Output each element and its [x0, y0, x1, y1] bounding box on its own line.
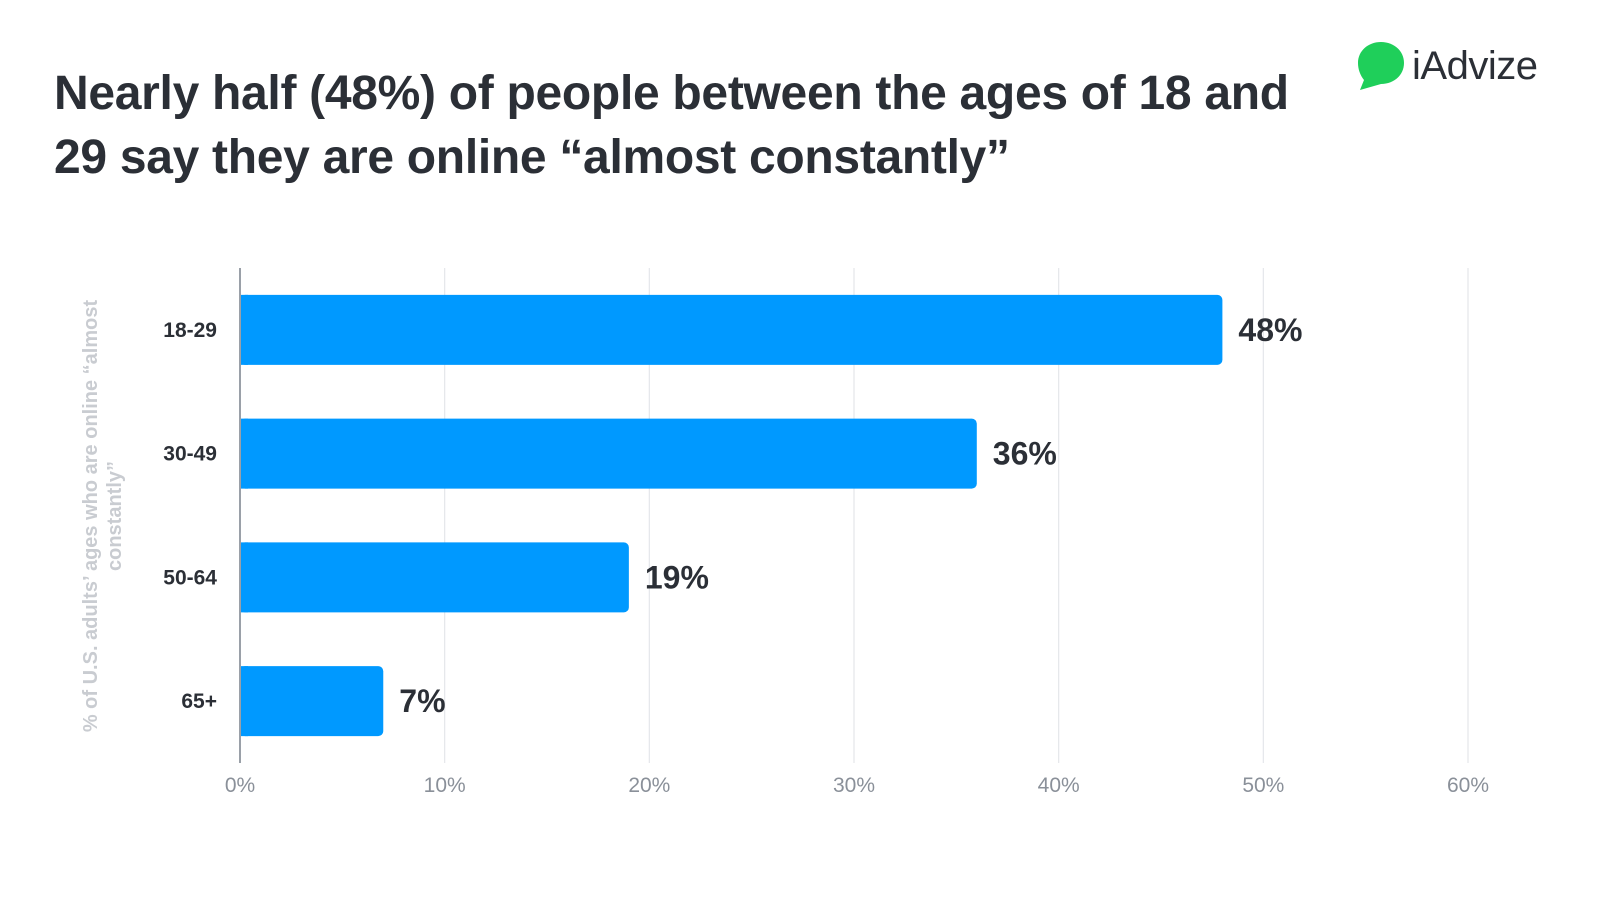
data-label: 36%: [993, 436, 1057, 472]
category-label: 50-64: [163, 566, 217, 589]
bar-left-edge: [240, 294, 248, 365]
data-label: 48%: [1238, 312, 1302, 348]
x-tick-label: 30%: [833, 774, 875, 797]
category-label: 18-29: [163, 319, 217, 342]
bar-left-edge: [240, 542, 248, 613]
data-label: 19%: [645, 559, 709, 595]
x-tick-label: 50%: [1242, 774, 1284, 797]
category-label: 65+: [181, 690, 217, 713]
x-tick-label: 40%: [1038, 774, 1080, 797]
brand-logo: iAdvize: [1356, 36, 1538, 96]
bar: [240, 418, 977, 489]
x-tick-label: 0%: [225, 774, 255, 797]
chart-title: Nearly half (48%) of people between the …: [54, 67, 1289, 184]
x-tick-label: 60%: [1447, 774, 1489, 797]
logo-wordmark: iAdvize: [1412, 43, 1538, 88]
bar: [240, 542, 629, 613]
category-label: 30-49: [163, 443, 217, 466]
x-tick-label: 10%: [424, 774, 466, 797]
bar: [240, 666, 384, 737]
bar-left-edge: [240, 666, 248, 737]
x-tick-label: 20%: [628, 774, 670, 797]
data-label: 7%: [399, 683, 445, 719]
bar-left-edge: [240, 418, 248, 489]
bar: [240, 294, 1223, 365]
speech-bubble-icon: [1358, 42, 1404, 90]
